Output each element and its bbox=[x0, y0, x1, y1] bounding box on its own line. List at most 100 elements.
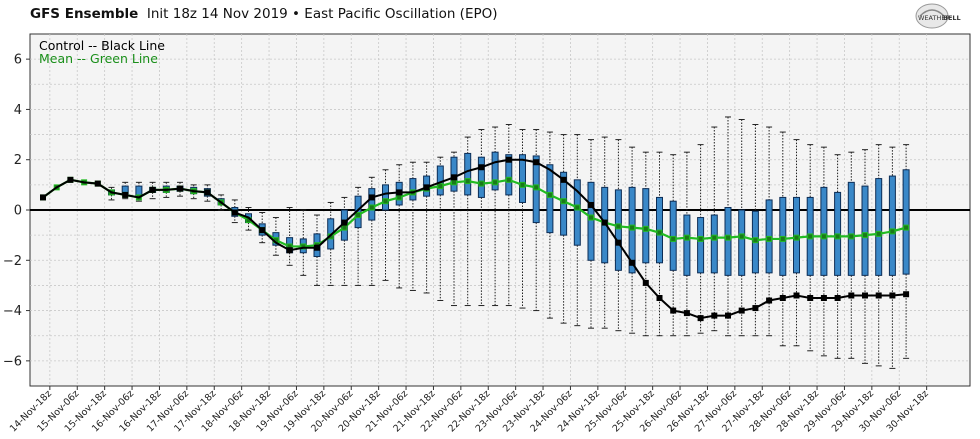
mean-point bbox=[396, 194, 403, 201]
ensemble-box bbox=[697, 217, 705, 274]
y-tick-label: 4 bbox=[14, 103, 22, 118]
control-point bbox=[505, 156, 512, 163]
ensemble-box bbox=[861, 185, 869, 276]
ensemble-box bbox=[382, 184, 389, 211]
logo-text-weather: WEATHER bbox=[918, 14, 950, 22]
control-point bbox=[341, 219, 348, 226]
mean-point bbox=[820, 233, 827, 240]
ensemble-box bbox=[491, 151, 499, 191]
control-point bbox=[451, 174, 457, 181]
mean-point bbox=[738, 233, 745, 240]
mean-point bbox=[889, 228, 896, 235]
control-point bbox=[396, 189, 403, 196]
mean-point bbox=[437, 183, 444, 190]
chart-subtitle: Init 18z 14 Nov 2019 • East Pacific Osci… bbox=[146, 6, 498, 22]
mean-point bbox=[464, 178, 471, 185]
control-point bbox=[670, 307, 677, 314]
control-point bbox=[588, 201, 594, 208]
ensemble-box bbox=[683, 214, 691, 276]
ensemble-box bbox=[738, 209, 746, 276]
mean-point bbox=[382, 198, 389, 205]
x-axis: 14-Nov-18z15-Nov-06z15-Nov-18z16-Nov-06z… bbox=[8, 386, 931, 435]
control-point bbox=[656, 295, 663, 301]
control-point bbox=[711, 312, 718, 319]
ensemble-box bbox=[820, 186, 828, 276]
mean-point bbox=[341, 224, 348, 231]
control-point bbox=[615, 239, 622, 246]
ensemble-box bbox=[642, 188, 650, 264]
ensemble-box bbox=[450, 156, 458, 192]
y-tick-label: −6 bbox=[3, 354, 22, 369]
ensemble-box bbox=[519, 154, 526, 203]
control-point bbox=[67, 176, 74, 183]
ensemble-box bbox=[546, 164, 554, 234]
mean-point bbox=[451, 179, 457, 186]
y-axis: −6 −4 −2 0 2 4 6 bbox=[3, 53, 30, 369]
control-point bbox=[314, 244, 320, 251]
mean-point bbox=[875, 230, 882, 237]
ensemble-box bbox=[669, 200, 677, 271]
control-point bbox=[204, 189, 211, 196]
mean-point bbox=[560, 198, 567, 205]
control-point bbox=[683, 310, 690, 317]
ensemble-box bbox=[368, 188, 376, 221]
control-point bbox=[738, 307, 745, 314]
ensemble-box bbox=[573, 179, 581, 246]
y-tick-label: 6 bbox=[14, 53, 22, 68]
control-point bbox=[478, 164, 485, 171]
control-point bbox=[903, 291, 910, 298]
y-tick-label: 0 bbox=[14, 204, 22, 219]
control-point bbox=[862, 292, 868, 299]
ensemble-box bbox=[409, 178, 417, 201]
control-series bbox=[40, 156, 910, 322]
mean-point bbox=[683, 234, 690, 241]
control-point bbox=[94, 180, 101, 187]
mean-point bbox=[903, 224, 910, 231]
ensemble-box bbox=[875, 178, 883, 276]
control-point bbox=[642, 279, 649, 286]
control-point bbox=[231, 209, 238, 216]
y-tick-label: 2 bbox=[14, 153, 22, 168]
control-point bbox=[533, 159, 540, 166]
control-point bbox=[834, 295, 841, 301]
ensemble-box bbox=[464, 152, 472, 196]
ensemble-box bbox=[888, 175, 896, 276]
y-tick-label: −2 bbox=[3, 254, 22, 269]
mean-point bbox=[533, 184, 540, 191]
control-point bbox=[423, 184, 430, 191]
mean-point bbox=[807, 233, 814, 240]
chart-header: GFS Ensemble Init 18z 14 Nov 2019 • East… bbox=[30, 6, 498, 22]
control-point bbox=[629, 259, 636, 266]
control-point bbox=[725, 312, 731, 319]
control-point bbox=[259, 227, 266, 234]
control-point bbox=[601, 219, 608, 226]
y-tick-label: −4 bbox=[3, 304, 22, 319]
mean-point bbox=[752, 237, 759, 244]
logo-text-bell: BELL bbox=[943, 14, 961, 22]
mean-point bbox=[519, 181, 526, 188]
control-point bbox=[889, 292, 896, 299]
mean-point bbox=[793, 234, 800, 241]
ensemble-box bbox=[847, 181, 855, 276]
control-point bbox=[560, 176, 567, 183]
mean-point bbox=[505, 176, 512, 183]
mean-point bbox=[300, 243, 307, 250]
mean-point bbox=[629, 224, 636, 231]
ensemble-box bbox=[436, 165, 444, 196]
mean-point bbox=[615, 223, 622, 230]
ensemble-box bbox=[505, 154, 513, 196]
mean-point bbox=[642, 225, 649, 232]
control-point bbox=[177, 185, 183, 192]
control-point bbox=[875, 292, 882, 299]
control-point bbox=[793, 292, 800, 299]
mean-point bbox=[656, 229, 663, 236]
mean-point bbox=[478, 180, 485, 187]
control-point bbox=[149, 186, 156, 193]
mean-point bbox=[779, 235, 786, 242]
mean-point bbox=[711, 234, 718, 241]
ensemble-box bbox=[477, 156, 485, 198]
control-point bbox=[807, 295, 814, 301]
ensemble-box bbox=[587, 181, 595, 261]
mean-point bbox=[834, 233, 841, 240]
ensemble-box bbox=[614, 189, 622, 271]
